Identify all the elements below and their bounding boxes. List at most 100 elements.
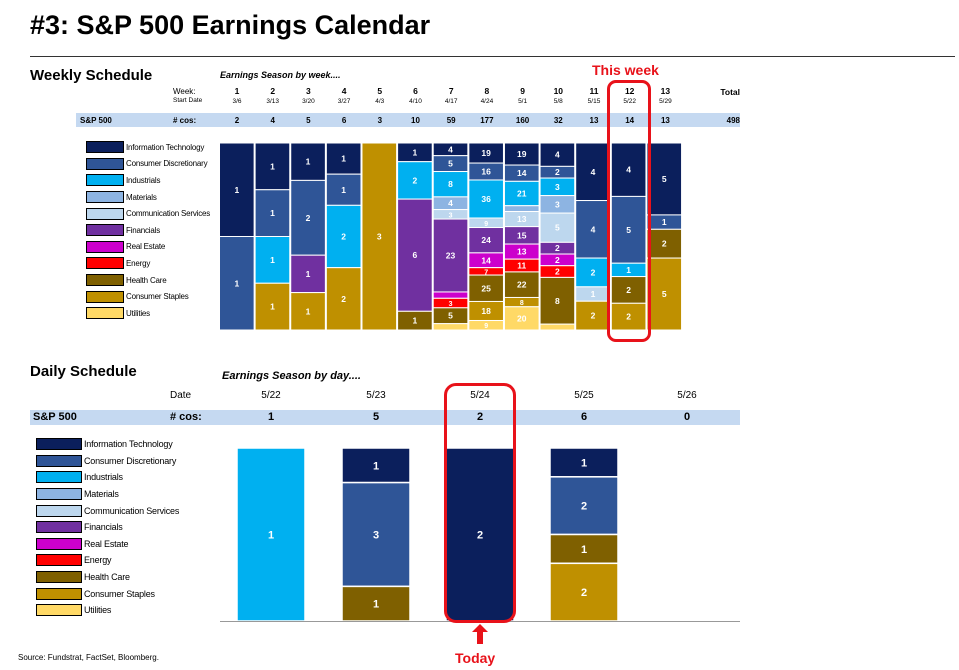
legend-swatch xyxy=(36,554,82,567)
weekly-bar-segment xyxy=(646,257,682,330)
weekly-bar-label: 6 xyxy=(413,250,418,260)
weekly-bar-label: 15 xyxy=(517,230,527,240)
day-cos-value: 5 xyxy=(372,411,380,423)
day-header-cell: 5/25 xyxy=(574,390,594,401)
weekly-bar-label: 1 xyxy=(413,316,418,326)
week-header-cell: 1 3/6 xyxy=(232,86,242,105)
title-divider xyxy=(30,56,955,57)
week-cos-value: 177 xyxy=(480,116,494,125)
weekly-bar-label: 4 xyxy=(591,167,596,177)
daily-bar-segment xyxy=(549,476,619,536)
legend-item: Communication Services xyxy=(86,205,210,222)
weekly-section-title: Weekly Schedule xyxy=(30,67,153,84)
daily-index-label: S&P 500 xyxy=(33,411,77,423)
week-cos-value: 13 xyxy=(589,116,599,125)
weekly-bar-label: 5 xyxy=(448,311,453,321)
daily-bar-label: 1 xyxy=(268,530,274,542)
weekly-bar-label: 25 xyxy=(481,283,491,293)
weekly-bar-label: 18 xyxy=(481,306,491,316)
weekly-bar-label: 1 xyxy=(626,265,631,275)
daily-bar-segment xyxy=(549,533,619,565)
week-header-cell: 9 5/1 xyxy=(518,86,528,105)
weekly-bar-segment xyxy=(397,310,433,330)
weekly-bar-label: 1 xyxy=(270,302,275,312)
legend-label: Energy xyxy=(126,258,151,268)
daily-bar-segment xyxy=(236,448,306,622)
legend-swatch xyxy=(86,257,124,270)
legend-item: Information Technology xyxy=(36,436,179,453)
weekly-bar-label: 5 xyxy=(626,225,631,235)
today-callout: Today xyxy=(455,650,496,666)
week-cos-value: 59 xyxy=(446,116,456,125)
weekly-bar-segment xyxy=(610,302,647,330)
weekly-bar-segment xyxy=(610,276,647,304)
legend-item: Industrials xyxy=(86,172,210,189)
weekly-bar-label: 19 xyxy=(517,149,527,159)
weekly-bar-segment xyxy=(468,274,504,302)
weekly-bar-label: 2 xyxy=(413,175,418,185)
weekly-bar-label: 13 xyxy=(517,247,527,257)
daily-bar-label: 2 xyxy=(581,587,587,599)
legend-item: Consumer Staples xyxy=(86,288,210,305)
legend-swatch xyxy=(86,207,124,220)
weekly-bar-segment xyxy=(432,171,469,198)
daily-bar-label: 2 xyxy=(581,501,587,513)
up-arrow-icon xyxy=(472,624,488,644)
weekly-bar-label: 9 xyxy=(484,323,488,330)
legend-label: Financials xyxy=(84,522,123,533)
legend-label: Materials xyxy=(84,489,119,500)
legend-swatch xyxy=(86,240,124,253)
week-cos-value: 5 xyxy=(306,116,311,125)
weekly-bar-label: 21 xyxy=(517,189,527,199)
legend-item: Information Technology xyxy=(86,139,210,156)
daily-bar-segment xyxy=(341,585,411,622)
weekly-bar-label: 7 xyxy=(484,269,488,276)
legend-label: Information Technology xyxy=(126,142,205,152)
weekly-bar-label: 2 xyxy=(555,243,560,253)
legend-label: Health Care xyxy=(126,275,167,285)
weekly-bar-label: 2 xyxy=(626,285,631,295)
week-header-cell: 12 5/22 xyxy=(623,86,637,105)
this-week-highlight-box xyxy=(607,80,651,342)
weekly-bar-label: 3 xyxy=(449,212,453,219)
week-header-cell: 5 4/3 xyxy=(375,86,385,105)
day-cos-value: 0 xyxy=(683,411,691,423)
legend-label: Consumer Discretionary xyxy=(84,455,177,466)
legend-item: Financials xyxy=(36,519,179,536)
weekly-bar-segment xyxy=(539,276,576,325)
legend-swatch xyxy=(86,191,124,204)
weekly-bar-segment xyxy=(503,306,540,330)
start-date-row-label: Start Date xyxy=(173,97,203,104)
weekly-bar-label: 1 xyxy=(270,208,275,218)
weekly-legend: Information Technology Consumer Discretio… xyxy=(86,139,210,322)
weekly-index-label: S&P 500 xyxy=(80,116,112,125)
daily-bar-segment xyxy=(341,481,411,588)
this-week-callout: This week xyxy=(592,62,659,78)
week-cos-value: 10 xyxy=(411,116,420,125)
week-header-cell: 7 4/17 xyxy=(444,86,458,105)
legend-label: Industrials xyxy=(126,175,161,185)
legend-label: Information Technology xyxy=(84,439,173,450)
day-header-cell: 5/22 xyxy=(261,390,281,401)
weekly-bar-label: 22 xyxy=(517,280,527,290)
weekly-bar-segment xyxy=(539,212,576,243)
weekly-bar-segment xyxy=(432,291,469,299)
legend-item: Energy xyxy=(86,255,210,272)
weekly-total-value: 498 xyxy=(726,116,740,125)
weekly-bar-segment xyxy=(468,179,504,219)
daily-bar-label: 1 xyxy=(373,460,379,472)
daily-bar-label: 3 xyxy=(373,530,379,542)
weekly-bar-label: 5 xyxy=(448,159,453,169)
source-note: Source: Fundstrat, FactSet, Bloomberg. xyxy=(18,653,159,662)
weekly-bar-segment xyxy=(468,319,504,330)
legend-swatch xyxy=(36,471,82,484)
legend-swatch xyxy=(36,488,82,501)
weekly-subtitle: Earnings Season by week.... xyxy=(220,70,341,80)
legend-swatch xyxy=(86,157,124,170)
weekly-bar-segment xyxy=(325,267,362,330)
legend-label: Utilities xyxy=(126,308,150,318)
weekly-bar-segment xyxy=(219,236,255,330)
weekly-bar-label: 4 xyxy=(555,150,560,160)
legend-label: Consumer Staples xyxy=(126,292,189,302)
week-header-cell: 8 4/24 xyxy=(480,86,494,105)
